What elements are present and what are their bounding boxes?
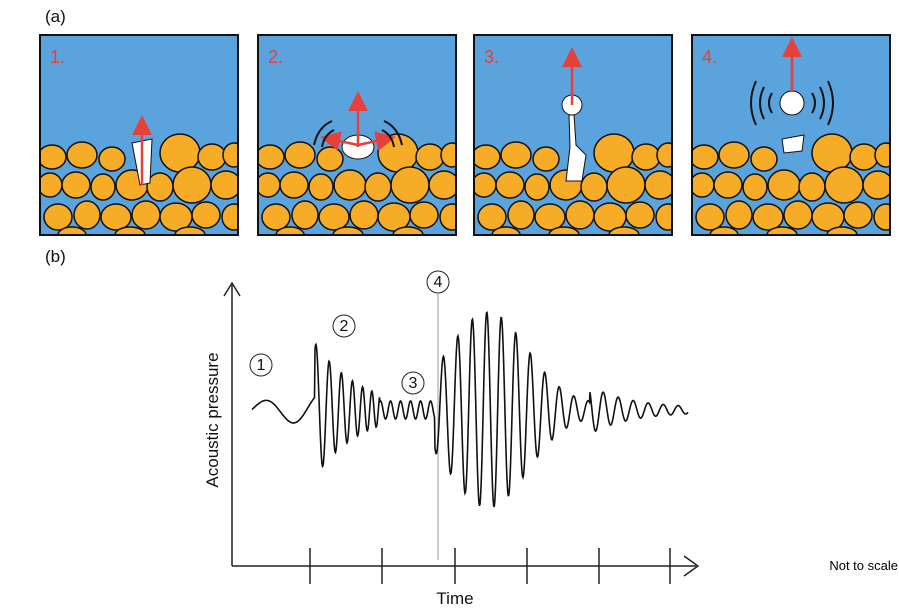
step-label: 3. <box>484 47 499 67</box>
waveform <box>252 313 688 507</box>
stage-label: 3 <box>409 375 418 392</box>
panel-label: (b) <box>45 247 66 266</box>
stage-marker: 1 <box>250 354 272 376</box>
panel-label: (a) <box>45 7 66 26</box>
stage-label: 2 <box>340 318 349 335</box>
figure: (a) 1. 2. 3. 4. (b) <box>0 0 899 611</box>
step-label: 1. <box>50 47 65 67</box>
stage-marker: 4 <box>427 271 449 293</box>
axes <box>224 283 698 584</box>
y-axis-label: Acoustic pressure <box>203 352 222 487</box>
panel-4: 4. <box>690 35 898 243</box>
stage-label: 4 <box>434 274 443 291</box>
x-axis-label: Time <box>436 589 473 608</box>
stage-marker: 2 <box>333 315 355 337</box>
step-label: 4. <box>702 47 717 67</box>
stage-label: 1 <box>257 357 266 374</box>
panel-2: 2. <box>256 35 464 243</box>
panel-1: 1. <box>38 35 246 243</box>
stage-marker: 3 <box>402 372 424 394</box>
step-label: 2. <box>268 47 283 67</box>
scale-note: Not to scale <box>829 558 898 573</box>
panel-3: 3. <box>472 35 680 243</box>
